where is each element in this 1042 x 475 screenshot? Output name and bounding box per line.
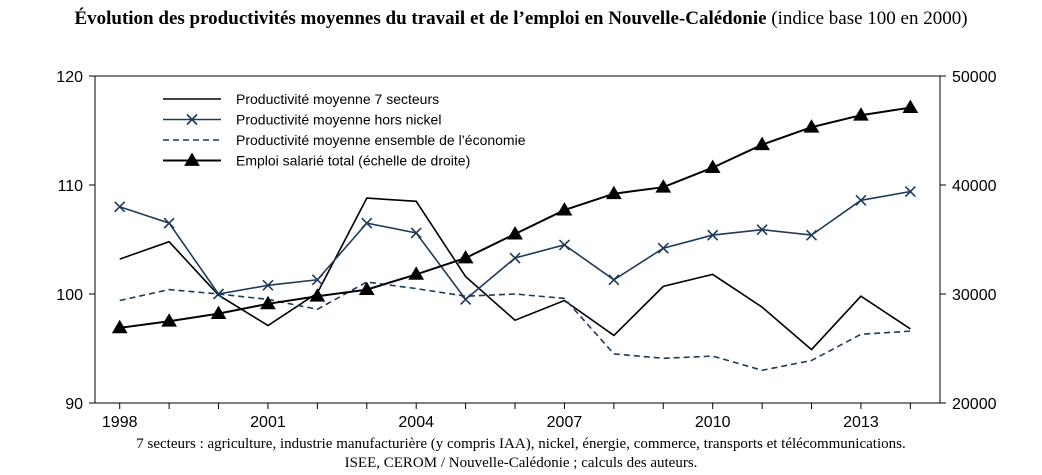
series-2-point bbox=[114, 201, 126, 213]
y-left-tick-label: 110 bbox=[57, 178, 83, 195]
legend-label-4: Emploi salarié total (échelle de droite) bbox=[236, 153, 470, 169]
series-4-point bbox=[457, 250, 474, 264]
series-4-point bbox=[111, 319, 128, 334]
series-2-point bbox=[805, 229, 818, 241]
x-tick-label: 2010 bbox=[695, 414, 731, 431]
x-tick-label: 2007 bbox=[547, 414, 583, 431]
series-4-point bbox=[556, 202, 573, 216]
series-line-3 bbox=[119, 281, 911, 372]
footnote-source: ISEE, CEROM / Nouvelle-Calédonie ; calcu… bbox=[344, 455, 698, 471]
series-2-point bbox=[904, 185, 916, 198]
series-2-point bbox=[608, 274, 620, 286]
legend-label-2: Productivité moyenne hors nickel bbox=[236, 112, 441, 128]
chart-title: Évolution des productivités moyennes du … bbox=[0, 8, 1042, 30]
series-4-point bbox=[853, 107, 869, 121]
y-left-tick-label: 90 bbox=[65, 396, 83, 413]
legend-label-3: Productivité moyenne ensemble de l’écono… bbox=[236, 132, 526, 148]
series-4-point bbox=[210, 305, 227, 320]
y-left-tick-label: 120 bbox=[56, 69, 83, 86]
series-line-2 bbox=[119, 190, 911, 301]
y-right-tick-label: 30000 bbox=[952, 287, 997, 304]
y-right-tick-label: 50000 bbox=[952, 69, 997, 86]
series-4-point bbox=[507, 226, 523, 240]
series-4-point bbox=[655, 179, 672, 193]
series-4-point bbox=[309, 288, 326, 302]
x-tick-label: 2013 bbox=[843, 414, 879, 431]
series-2-point bbox=[361, 217, 373, 229]
series-2-point bbox=[163, 217, 175, 229]
series-4-point bbox=[803, 119, 820, 133]
series-line-1 bbox=[119, 197, 911, 351]
series-4-point bbox=[605, 185, 622, 200]
y-left-tick-label: 100 bbox=[56, 287, 83, 304]
x-tick-label: 1998 bbox=[102, 414, 138, 431]
plot-frame bbox=[94, 75, 941, 404]
y-right-tick-label: 40000 bbox=[952, 178, 997, 195]
series-2-point bbox=[558, 239, 571, 251]
series-4-point bbox=[704, 159, 721, 173]
x-tick-label: 2004 bbox=[398, 414, 434, 431]
footnote-sectors: 7 secteurs : agriculture, industrie manu… bbox=[136, 436, 906, 452]
series-2-point bbox=[756, 224, 768, 236]
series-4-point bbox=[358, 281, 375, 296]
series-2-point bbox=[657, 242, 669, 254]
series-4-point bbox=[754, 136, 770, 151]
series-2-point bbox=[262, 279, 274, 291]
series-4-point bbox=[902, 99, 919, 114]
legend-marker-2 bbox=[186, 113, 198, 126]
series-4-point bbox=[408, 266, 425, 280]
legend-label-1: Productivité moyenne 7 secteurs bbox=[236, 91, 439, 107]
series-2-point bbox=[311, 274, 323, 286]
series-2-point bbox=[707, 229, 719, 241]
chart-title-unit: (indice base 100 en 2000) bbox=[766, 8, 968, 29]
series-2-point bbox=[855, 194, 867, 206]
series-4-point bbox=[161, 313, 177, 327]
legend-marker-4 bbox=[184, 152, 200, 166]
series-4-point bbox=[260, 295, 276, 310]
x-tick-label: 2001 bbox=[250, 414, 286, 431]
y-right-tick-label: 20000 bbox=[952, 396, 997, 413]
chart-title-main: Évolution des productivités moyennes du … bbox=[74, 8, 767, 29]
series-2-point bbox=[509, 252, 521, 264]
series-2-point bbox=[410, 227, 422, 239]
